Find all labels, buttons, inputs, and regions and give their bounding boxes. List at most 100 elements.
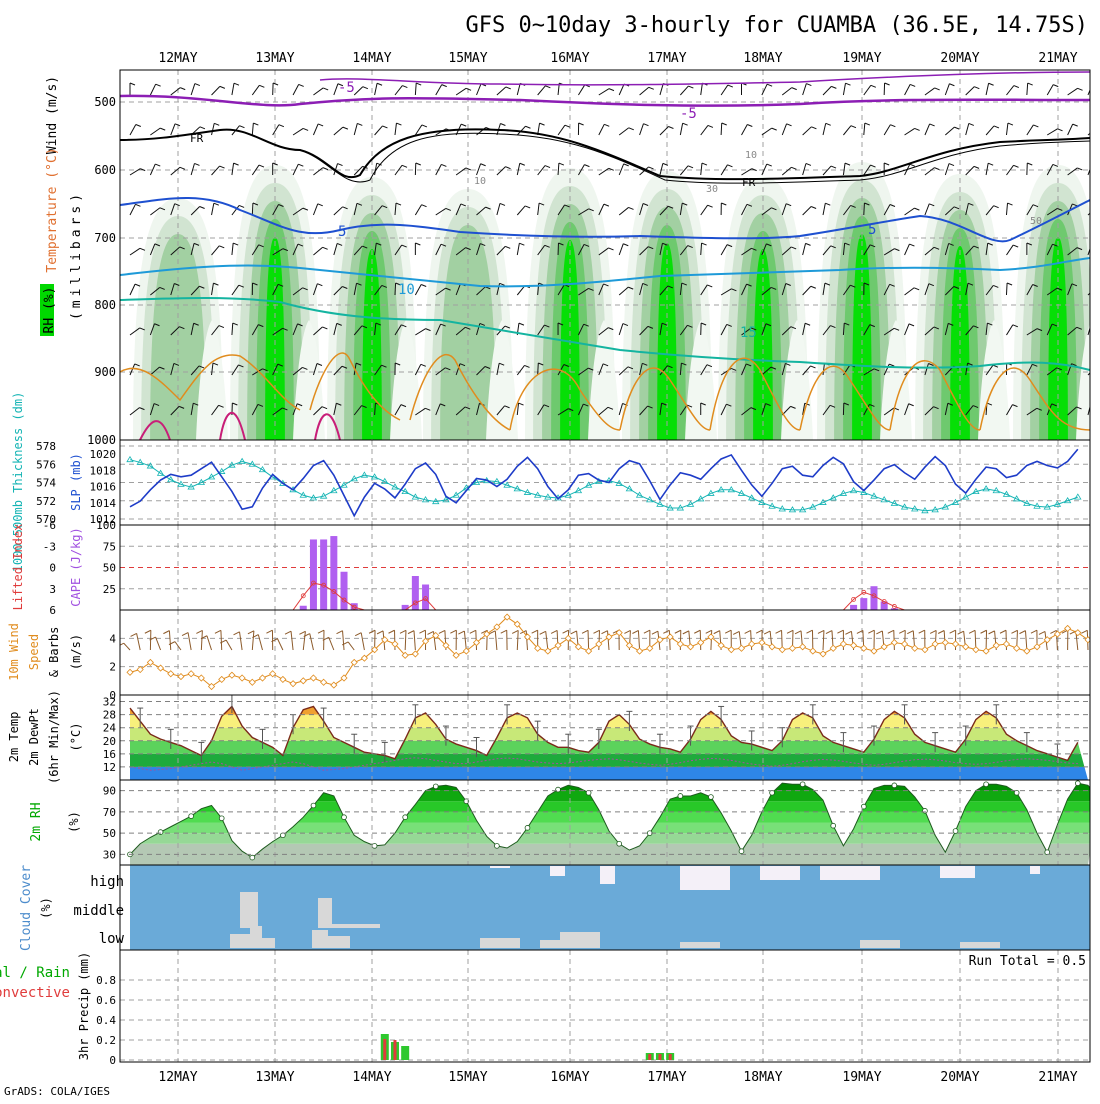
wind-axis: 420 [109,632,116,702]
cloud-high-block [1030,866,1040,874]
date-label-bottom: 20MAY [940,1070,979,1085]
rh-point [831,823,836,828]
cape-bar [320,539,327,610]
cloud-low-block [328,936,350,948]
rh-point [494,843,499,848]
li-tick: 0 [49,562,56,575]
slp-tick: 1020 [90,448,117,461]
rh-point [219,816,224,821]
li-tick: 6 [49,604,56,617]
cloud-level-middle: middle [73,903,124,919]
precip-tick: 0.2 [96,1034,116,1047]
cloud-low-block [250,926,262,948]
wind-tick: 4 [109,632,116,645]
li-tick: -3 [43,540,56,553]
rh-point [342,815,347,820]
cape-bar [300,606,307,610]
rh-point [372,843,377,848]
cloud-high-block [600,866,615,884]
wind-barb-10m [588,630,589,650]
date-label-top: 16MAY [550,51,589,66]
ylabel-cloud-unit: (%) [39,897,53,919]
cloud-low-block [262,938,275,948]
label-5-b: 5 [868,222,876,238]
label-rh50: 50 [1030,216,1042,227]
ylabel-2m-dewpt: 2m DewPt [27,708,41,766]
pressure-tick-label: 800 [94,298,116,312]
wind-barb [252,203,253,215]
ylabel-cloud-cover: Cloud Cover [19,865,34,951]
credit-text: GrADS: COLA/IGES [4,1085,110,1098]
wind-barb [721,123,722,135]
cape-tick: 25 [103,583,116,596]
rh-point [433,784,438,789]
ylabel-speed: Speed [27,634,41,670]
precip-tick: 0 [109,1054,116,1067]
cloud-low-block [960,942,1000,948]
ylabel-precip: 3hr Precip (mm) [77,952,91,1060]
precip-tick: 0.6 [96,994,116,1007]
rh-point [923,808,928,813]
label-rh10-a: 10 [474,176,486,187]
rh-tick: 90 [103,785,116,798]
ylabel-2m-rh: 2m RH [29,802,44,841]
label-5-a: 5 [338,224,346,240]
temp-tick: 32 [103,696,116,709]
wind-barb [1006,283,1007,295]
cape-tick: 75 [103,540,116,553]
cloud-low-block [230,934,250,948]
rh-tick: 50 [103,827,116,840]
temp-tick: 28 [103,709,116,722]
ylabel-temp-unit: (°C) [69,723,83,752]
precip-convective-bar [393,1040,396,1060]
cape-bar [310,539,317,610]
rh-tick: 30 [103,848,116,861]
pressure-tick-label: 600 [94,163,116,177]
cloud-high-block [680,866,730,890]
ylabel-convective: Convective [0,985,70,1001]
cape-bar [850,605,857,610]
cloud-mid-block [240,892,258,928]
ylabel-10m-wind: 10m Wind [7,623,21,681]
cloud-low-block [860,940,900,948]
rh-tick: 70 [103,806,116,819]
date-label-top: 20MAY [940,51,979,66]
pressure-tick-label: 900 [94,365,116,379]
ylabel-wind: Wind (m/s) [45,76,60,154]
label-10: 10 [398,282,415,298]
rh-point [158,830,163,835]
ylabel-slp: SLP (mb) [69,453,83,511]
cloud-high-block [490,866,510,868]
rh-point [250,855,255,860]
ylabel-lifted-index: Lifted Index [11,524,25,611]
slp-tick: 1014 [90,497,117,510]
cloud-low-block [680,942,720,948]
cloud-panel: high middle low [73,865,1090,950]
label-15: 15 [740,325,757,341]
pressure-tick-label: 700 [94,231,116,245]
label-minus5-a: -5 [338,80,355,96]
li-tick: -6 [43,519,56,532]
date-label-top: 18MAY [743,51,782,66]
label-minus5-b: -5 [680,106,697,122]
date-label-top: 14MAY [352,51,391,66]
date-label-top: 21MAY [1038,51,1077,66]
ylabel-temperature: Temperature (°C) [45,147,60,272]
cape-bar [422,585,429,611]
ylabel-minmax: (6hr Min/Max) [47,690,61,784]
precip-tick: 0.8 [96,974,116,987]
cape-bar [330,536,337,610]
precip-convective-bar [658,1054,661,1060]
date-label-bottom: 18MAY [743,1070,782,1085]
thickness-tick: 572 [36,495,56,508]
ylabel-millibars: (millibars) [69,190,84,320]
rh-point [739,849,744,854]
wind-tick: 2 [109,661,116,674]
pressure-tick-label: 500 [94,95,116,109]
ylabel-cape: CAPE (J/kg) [69,527,83,606]
ylabel-rh-unit: (%) [67,811,81,833]
date-label-top: 17MAY [647,51,686,66]
run-total: Run Total = 0.5 [969,954,1086,969]
